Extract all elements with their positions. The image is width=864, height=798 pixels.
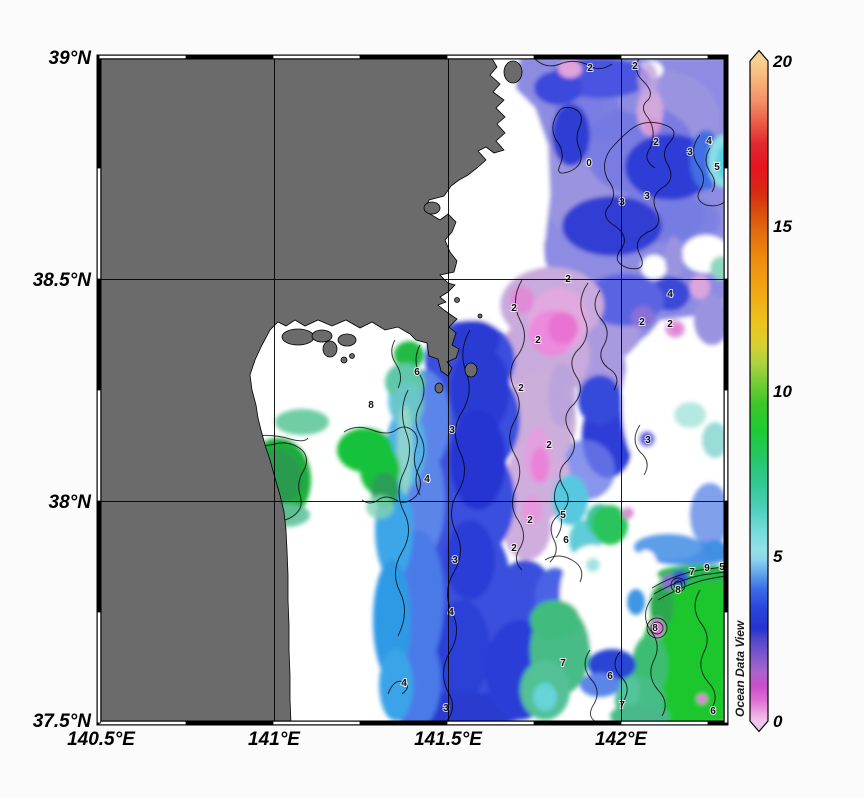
svg-text:5: 5 bbox=[773, 547, 783, 566]
svg-text:141.5°E: 141.5°E bbox=[414, 729, 483, 750]
svg-text:2: 2 bbox=[518, 383, 524, 394]
svg-text:8: 8 bbox=[675, 585, 681, 596]
svg-text:15: 15 bbox=[773, 217, 792, 236]
svg-text:6: 6 bbox=[607, 671, 613, 682]
svg-text:9: 9 bbox=[704, 563, 710, 574]
svg-text:141°E: 141°E bbox=[248, 729, 301, 750]
svg-text:4: 4 bbox=[448, 607, 454, 618]
svg-text:3: 3 bbox=[645, 435, 651, 446]
svg-text:38.5°N: 38.5°N bbox=[33, 270, 93, 291]
svg-text:2: 2 bbox=[639, 317, 645, 328]
svg-text:10: 10 bbox=[773, 382, 792, 401]
svg-text:38°N: 38°N bbox=[49, 492, 93, 513]
svg-text:0: 0 bbox=[586, 158, 592, 169]
svg-text:3: 3 bbox=[452, 555, 458, 566]
svg-text:7: 7 bbox=[619, 700, 625, 711]
svg-text:20: 20 bbox=[772, 52, 792, 71]
svg-text:6: 6 bbox=[710, 706, 716, 717]
svg-text:2: 2 bbox=[527, 515, 533, 526]
svg-text:3: 3 bbox=[687, 147, 693, 158]
svg-text:2: 2 bbox=[511, 303, 517, 314]
svg-text:3: 3 bbox=[443, 703, 449, 714]
svg-text:7: 7 bbox=[689, 567, 695, 578]
svg-text:2: 2 bbox=[587, 63, 593, 74]
svg-text:3: 3 bbox=[619, 197, 625, 208]
svg-text:140.5°E: 140.5°E bbox=[67, 729, 136, 750]
svg-text:6: 6 bbox=[563, 535, 569, 546]
svg-text:4: 4 bbox=[667, 289, 673, 300]
svg-text:4: 4 bbox=[401, 678, 407, 689]
svg-text:4: 4 bbox=[706, 136, 712, 147]
svg-text:0: 0 bbox=[773, 712, 783, 731]
svg-text:8: 8 bbox=[652, 623, 658, 634]
svg-text:2: 2 bbox=[632, 61, 638, 72]
svg-text:3: 3 bbox=[644, 191, 650, 202]
svg-text:7: 7 bbox=[560, 658, 566, 669]
svg-text:2: 2 bbox=[667, 319, 673, 330]
svg-text:5: 5 bbox=[719, 562, 725, 573]
svg-text:2: 2 bbox=[511, 543, 517, 554]
svg-text:2: 2 bbox=[535, 335, 541, 346]
svg-text:6: 6 bbox=[414, 367, 420, 378]
svg-text:5: 5 bbox=[560, 510, 566, 521]
svg-text:8: 8 bbox=[368, 400, 374, 411]
svg-text:142°E: 142°E bbox=[595, 729, 648, 750]
svg-text:2: 2 bbox=[546, 440, 552, 451]
svg-text:2: 2 bbox=[653, 137, 659, 148]
svg-text:39°N: 39°N bbox=[49, 48, 93, 69]
svg-text:5: 5 bbox=[714, 162, 720, 173]
svg-text:3: 3 bbox=[449, 425, 455, 436]
svg-text:37.5°N: 37.5°N bbox=[33, 711, 93, 732]
svg-text:Ocean Data View: Ocean Data View bbox=[733, 620, 747, 717]
svg-text:4: 4 bbox=[424, 474, 430, 485]
